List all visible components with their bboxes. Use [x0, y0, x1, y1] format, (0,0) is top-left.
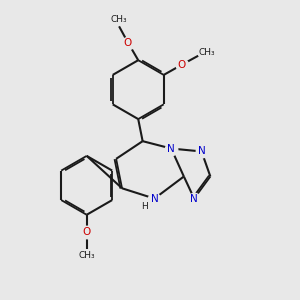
Text: N: N: [190, 194, 198, 204]
Text: N: N: [198, 146, 206, 157]
Text: N: N: [167, 143, 175, 154]
Text: CH₃: CH₃: [78, 250, 95, 260]
Text: O: O: [178, 60, 186, 70]
Text: O: O: [124, 38, 132, 47]
Text: N: N: [151, 194, 158, 204]
Text: H: H: [142, 202, 148, 211]
Text: CH₃: CH₃: [111, 15, 128, 24]
Text: CH₃: CH₃: [198, 48, 215, 57]
Text: O: O: [82, 227, 91, 237]
